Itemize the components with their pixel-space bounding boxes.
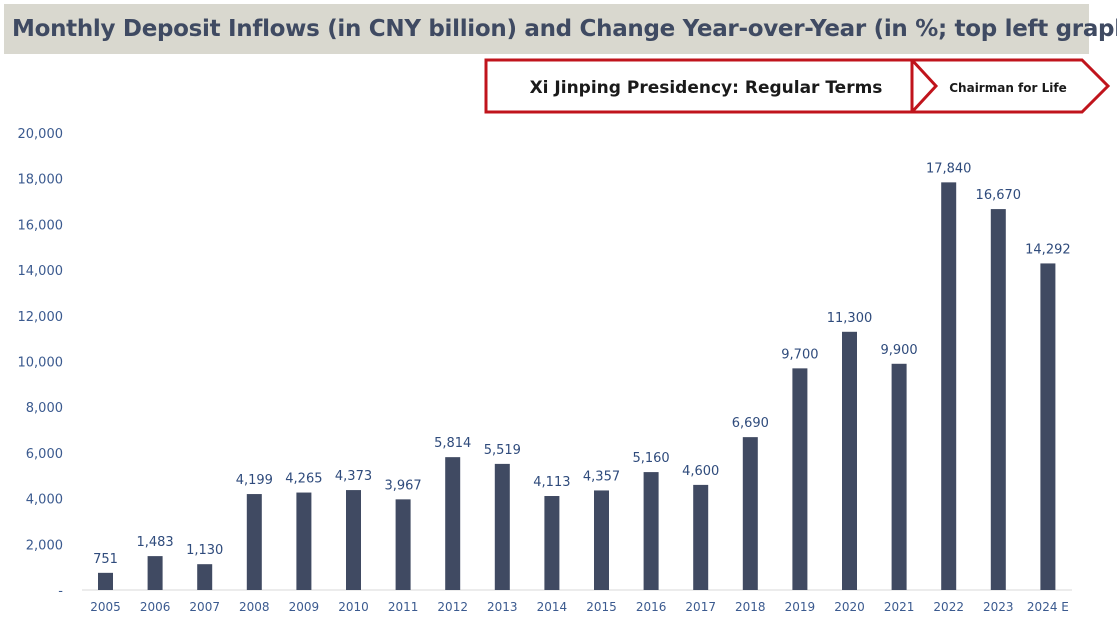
x-tick-label: 2012 [437, 600, 468, 614]
y-tick-label: 16,000 [18, 218, 64, 233]
bar [1040, 263, 1056, 590]
bar [296, 492, 312, 590]
x-tick-label: 2015 [586, 600, 617, 614]
data-label: 1,483 [136, 535, 173, 550]
x-tick-label: 2014 [537, 600, 568, 614]
y-axis: - 2,000 4,000 6,000 8,000 10,000 12,000 14,000 1… [18, 127, 64, 599]
x-tick-label: 2017 [685, 600, 716, 614]
bar [842, 331, 857, 590]
data-label: 5,519 [484, 443, 521, 458]
x-tick-label: 2024 E [1027, 600, 1069, 614]
x-tick-label: 2019 [785, 600, 816, 614]
y-tick-label: 8,000 [26, 401, 63, 416]
y-tick-label: 6,000 [26, 447, 63, 462]
chairman-for-life-label: Chairman for Life [949, 81, 1066, 95]
x-tick-label: 2010 [338, 600, 369, 614]
bar [742, 437, 758, 590]
data-label: 5,160 [632, 451, 669, 466]
bar [792, 368, 808, 590]
data-label: 17,840 [926, 161, 972, 176]
bar [98, 572, 113, 590]
x-tick-label: 2018 [735, 600, 766, 614]
x-tick-label: 2006 [140, 600, 171, 614]
x-tick-label: 2005 [90, 600, 121, 614]
x-tick-label: 2020 [834, 600, 865, 614]
bar [594, 490, 609, 590]
x-axis: 2005 2006 2007 2008 2009 2010 2011 2012 2013 2014… [90, 600, 1069, 614]
x-tick-label: 2016 [636, 600, 667, 614]
bar [246, 494, 262, 590]
x-tick-label: 2007 [189, 600, 220, 614]
data-label: 1,130 [186, 543, 223, 558]
y-tick-label: 20,000 [18, 127, 64, 142]
y-tick-label: 10,000 [18, 356, 64, 371]
data-label: 9,900 [880, 343, 917, 358]
bar [445, 457, 461, 590]
x-tick-label: 2013 [487, 600, 518, 614]
y-tick-label: 12,000 [18, 310, 64, 325]
y-tick-label: 2,000 [26, 538, 63, 553]
data-label: 11,300 [827, 311, 873, 326]
data-label: 4,600 [682, 464, 719, 479]
bars [98, 182, 1056, 590]
bar [346, 490, 361, 590]
y-tick-label: - [58, 584, 63, 599]
x-tick-label: 2021 [884, 600, 915, 614]
data-label: 9,700 [781, 347, 818, 362]
chairman-for-life-arrow [908, 58, 1111, 114]
bar [147, 556, 163, 590]
x-tick-label: 2009 [289, 600, 320, 614]
bar [693, 484, 709, 590]
data-label: 6,690 [732, 416, 769, 431]
y-tick-label: 18,000 [18, 173, 64, 188]
x-tick-label: 2022 [933, 600, 964, 614]
bar [941, 182, 957, 590]
bar [494, 463, 510, 590]
data-label: 751 [93, 552, 118, 567]
data-label: 5,814 [434, 436, 471, 451]
bar [643, 472, 659, 590]
bar [990, 209, 1006, 590]
data-label: 4,373 [335, 469, 372, 484]
regular-terms-label: Xi Jinping Presidency: Regular Terms [530, 78, 883, 98]
chart-title: Monthly Deposit Inflows (in CNY billion)… [12, 16, 1117, 42]
data-label: 14,292 [1025, 242, 1071, 257]
data-label: 4,357 [583, 469, 620, 484]
data-labels: 751 1,483 1,130 4,199 4,265 4,373 3,967 5,814 5,… [93, 161, 1071, 566]
x-tick-label: 2008 [239, 600, 270, 614]
chart-title-bar: Monthly Deposit Inflows (in CNY billion)… [4, 4, 1117, 54]
bar [395, 499, 411, 590]
bar [891, 363, 907, 590]
bar [197, 564, 213, 590]
y-tick-label: 4,000 [26, 493, 63, 508]
bar [544, 496, 560, 590]
data-label: 4,199 [236, 473, 273, 488]
presidency-banner: Xi Jinping Presidency: Regular Terms Cha… [484, 58, 1111, 114]
x-tick-label: 2011 [388, 600, 419, 614]
data-label: 4,265 [285, 472, 322, 487]
data-label: 16,670 [976, 188, 1022, 203]
data-label: 3,967 [384, 478, 421, 493]
data-label: 4,113 [533, 475, 570, 490]
y-tick-label: 14,000 [18, 264, 64, 279]
x-tick-label: 2023 [983, 600, 1014, 614]
